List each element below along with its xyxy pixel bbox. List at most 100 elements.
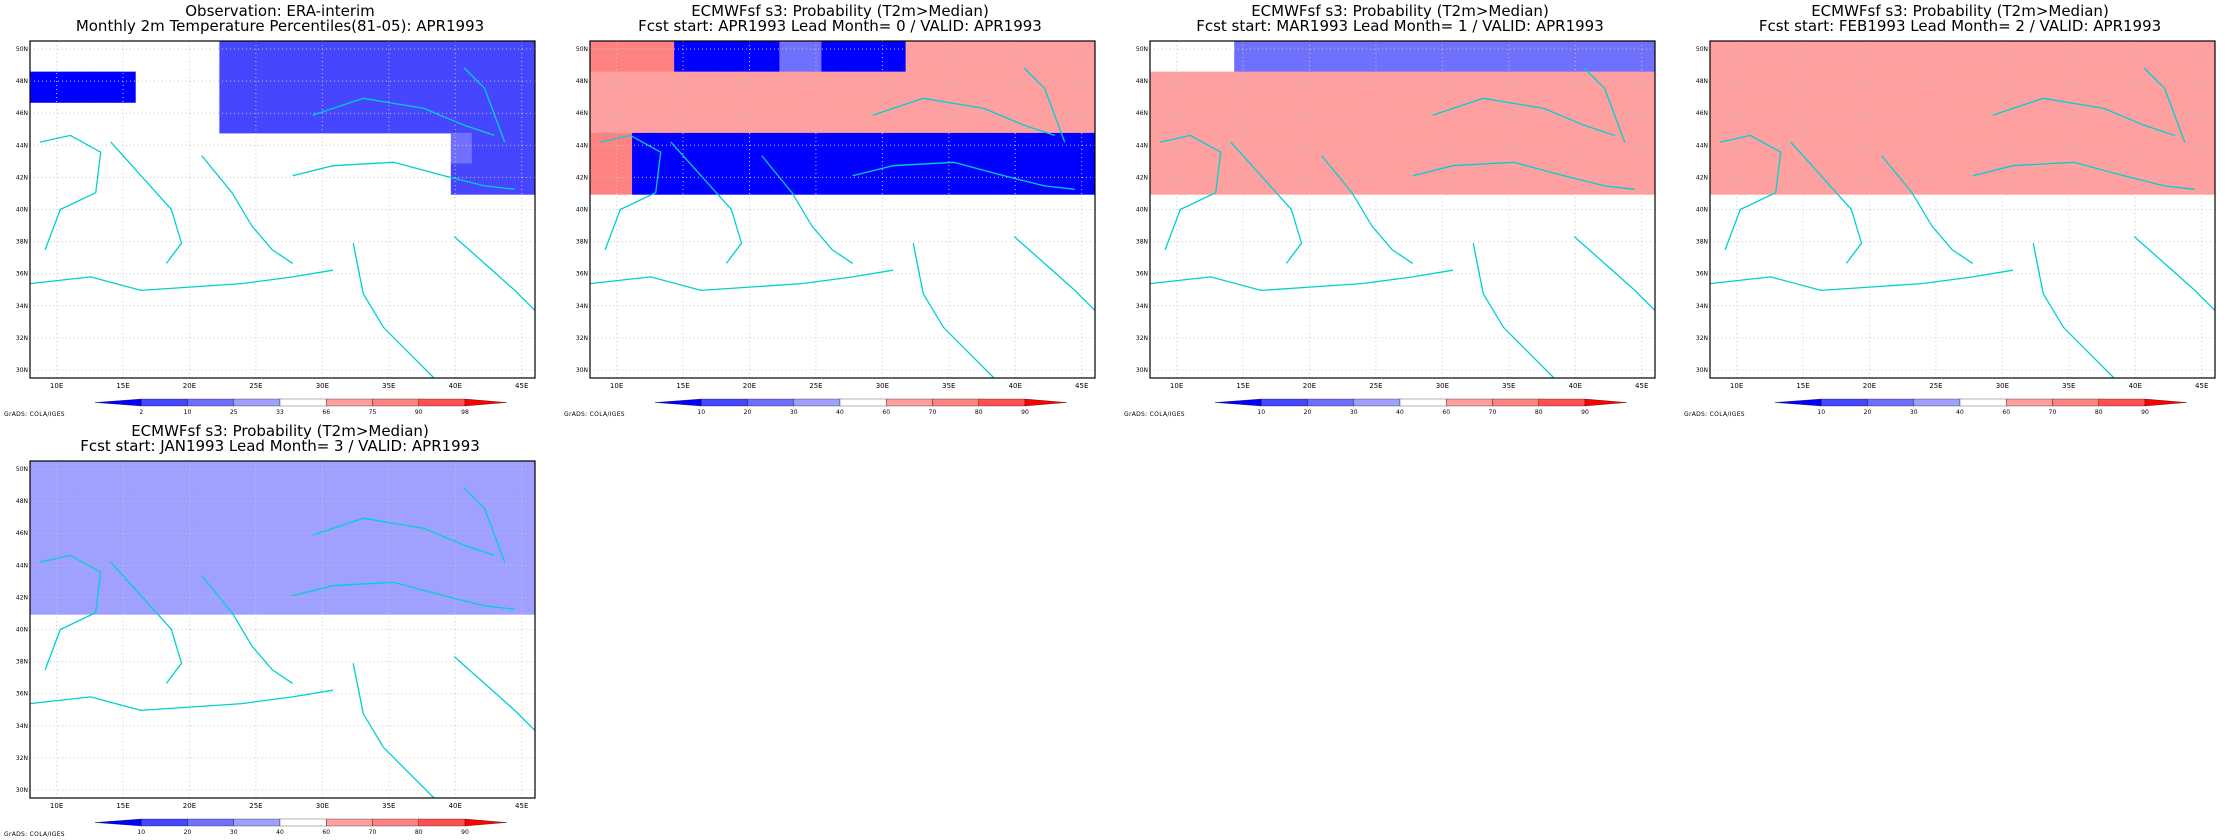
lat-tick-label: 46N	[16, 110, 28, 117]
coastline	[1013, 236, 1096, 312]
colorbar-segment	[141, 818, 188, 827]
lon-tick-label: 20E	[1863, 382, 1876, 390]
coastline	[453, 236, 536, 312]
grid-cell	[968, 71, 991, 103]
lat-tick-label: 32N	[576, 335, 588, 342]
grid-cell	[1710, 71, 1732, 103]
grid-cell	[779, 71, 801, 103]
lon-tick-label: 35E	[382, 382, 395, 390]
coastline	[599, 134, 662, 251]
grid-cell	[590, 132, 612, 165]
grid-cell	[611, 132, 633, 165]
grid-cell	[492, 71, 515, 103]
grid-cell	[1423, 132, 1446, 165]
probability-map: 10E 15E 20E 25E 30E 35E 40E 45E 30N 32N 34N 36N 38N 4…	[576, 40, 1096, 416]
grid-cell	[1941, 41, 1963, 73]
grid-cell	[513, 132, 536, 165]
grid-cell	[72, 71, 94, 103]
grid-cell	[1402, 71, 1425, 103]
grid-cell	[863, 102, 886, 134]
grid-cell	[513, 41, 536, 73]
grid-cell	[2130, 132, 2153, 165]
grid-cell	[1920, 163, 1942, 195]
colorbar-tick-label: 40	[836, 409, 844, 416]
grid-cell	[1360, 41, 1382, 73]
coastline	[292, 581, 515, 610]
panel-subtitle: Monthly 2m Temperature Percentiles(81-05…	[75, 17, 485, 35]
grid-cell	[240, 461, 262, 493]
grid-cell	[737, 71, 759, 103]
grid-cell	[2151, 163, 2174, 195]
grid-cell	[653, 71, 675, 103]
grid-cell	[1710, 163, 1732, 195]
grid-cell	[2025, 102, 2048, 134]
lon-tick-label: 30E	[1436, 382, 1449, 390]
grid-cell	[282, 491, 305, 523]
grid-cell	[387, 41, 410, 73]
grid-cell	[1591, 163, 1614, 195]
grid-cell	[632, 163, 654, 195]
coastline	[352, 243, 435, 379]
grid-cell	[695, 102, 717, 134]
grid-cell	[779, 132, 801, 165]
grid-cell	[884, 71, 907, 103]
coastline	[872, 97, 1055, 137]
grid-cell	[926, 163, 949, 195]
lat-tick-label: 46N	[16, 530, 28, 537]
grid-cell	[1192, 163, 1214, 195]
grid-cell	[387, 461, 410, 493]
colorbar-segment	[1913, 398, 1961, 407]
grid-cell	[1465, 163, 1488, 195]
colorbar-tick-label: 60	[322, 829, 330, 836]
panel-title: ECMWFsf s3: Probability (T2m>Median)	[691, 2, 989, 20]
colorbar-segment	[233, 818, 281, 827]
grid-cell	[1255, 102, 1277, 134]
grid-cell	[905, 41, 928, 73]
grid-cell	[1031, 102, 1054, 134]
grid-cell	[863, 41, 886, 73]
coastline	[1230, 141, 1303, 264]
grid-cell	[1213, 71, 1235, 103]
coastline	[29, 269, 334, 292]
grid-cell	[1507, 71, 1530, 103]
grid-cell	[1297, 41, 1319, 73]
grid-cell	[821, 41, 843, 73]
grid-cell	[653, 41, 675, 73]
grid-cell	[408, 583, 431, 615]
colorbar-segment	[1774, 398, 1822, 407]
grid-cell	[1710, 41, 1732, 73]
grid-cell	[492, 461, 515, 493]
lat-tick-label: 38N	[1136, 239, 1148, 246]
grid-cell	[1878, 41, 1900, 73]
grid-cell	[1899, 41, 1921, 73]
colorbar-tick-label: 90	[461, 829, 469, 836]
grid-cell	[282, 41, 305, 73]
grid-cell	[1899, 132, 1921, 165]
grid-cell	[1962, 132, 1985, 165]
probability-map: 10E 15E 20E 25E 30E 35E 40E 45E 30N 32N 34N 36N 38N 4…	[1136, 40, 1656, 416]
grid-cell	[471, 102, 494, 134]
grid-cell	[1878, 102, 1900, 134]
grid-cell	[758, 132, 780, 165]
grid-cell	[1815, 132, 1837, 165]
lat-tick-label: 48N	[16, 498, 28, 505]
grid-cell	[471, 552, 494, 585]
grid-cell	[2067, 163, 2090, 195]
coastline	[312, 97, 495, 137]
colorbar-tick-label: 10	[1817, 409, 1825, 416]
grid-cell	[1836, 132, 1858, 165]
grid-cell	[1878, 132, 1900, 165]
probability-map: 10E 15E 20E 25E 30E 35E 40E 45E 30N 32N 34N 36N 38N 4…	[16, 460, 536, 836]
grid-cell	[1633, 132, 1656, 165]
grid-cell	[156, 522, 178, 554]
grid-cell	[1857, 102, 1879, 134]
colorbar-tick-label: 90	[1021, 409, 1029, 416]
grid-cell	[2151, 102, 2174, 134]
grid-cell	[408, 102, 431, 134]
grid-cell	[653, 132, 675, 165]
grid-cell	[1010, 163, 1033, 195]
grid-cell	[450, 71, 473, 103]
grid-cell	[387, 491, 410, 523]
grid-cell	[1549, 71, 1572, 103]
grid-cell	[366, 491, 389, 523]
